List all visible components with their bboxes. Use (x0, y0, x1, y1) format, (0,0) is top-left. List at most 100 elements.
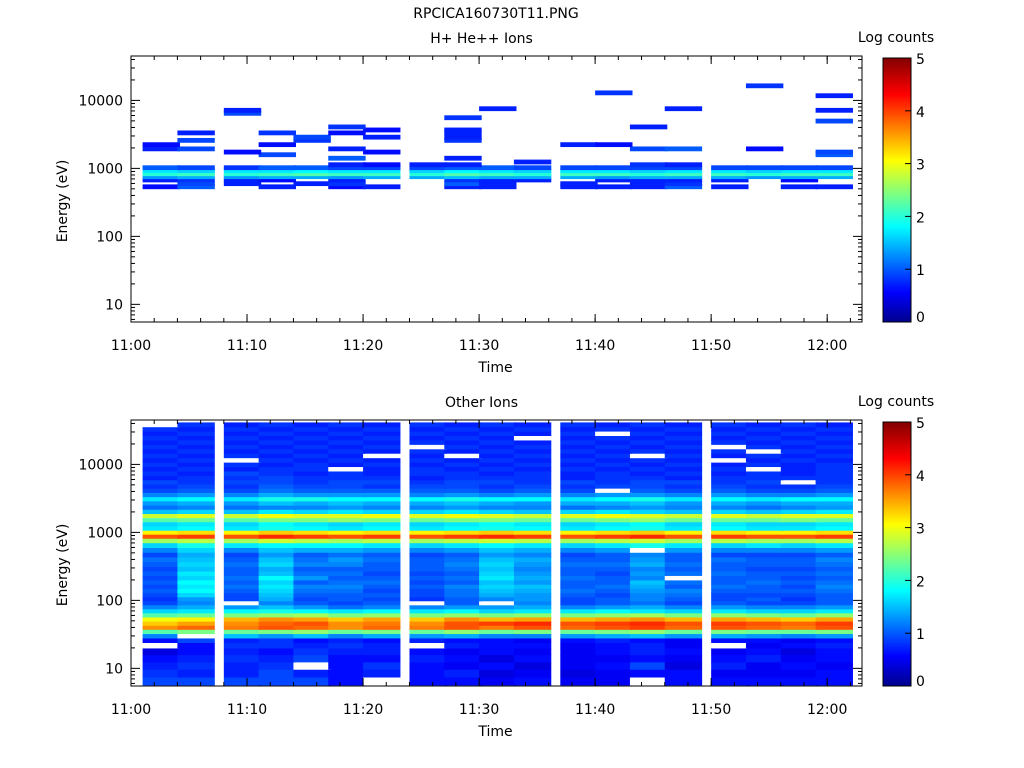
heatmap-cell (711, 184, 749, 190)
heatmap-cell (780, 501, 819, 506)
colorbar-step (883, 540, 911, 544)
heatmap-cell (293, 137, 331, 143)
heatmap-cell (664, 106, 703, 112)
heatmap-cell (409, 530, 447, 535)
colorbar-step (883, 121, 911, 125)
colorbar-step (883, 655, 911, 658)
heatmap-cell (142, 479, 180, 485)
heatmap-cell (780, 547, 819, 553)
colorbar-step (883, 143, 911, 147)
heatmap-cell (363, 534, 401, 539)
colorbar-step (883, 176, 911, 180)
heatmap-cell (293, 475, 331, 481)
heatmap-cell (223, 621, 262, 626)
colorbar-tick-label: 4 (916, 105, 925, 121)
heatmap-cell-empty (444, 453, 482, 459)
heatmap-cell (595, 492, 633, 498)
heatmap-cell (780, 621, 819, 626)
heatmap-cell (664, 492, 703, 498)
heatmap-cell-empty (328, 466, 366, 472)
heatmap-cell-empty (595, 488, 633, 493)
heatmap-cell (629, 171, 668, 177)
heatmap-cell (444, 501, 482, 506)
heatmap-cell (444, 661, 482, 670)
heatmap-cell (363, 579, 401, 585)
heatmap-cell (444, 440, 482, 445)
heatmap-cell (595, 479, 633, 485)
heatmap-cell (258, 526, 297, 531)
colorbar-step (883, 490, 911, 493)
heatmap-cell (780, 633, 819, 639)
heatmap-cell (815, 654, 853, 663)
heatmap-cell (479, 168, 517, 174)
colorbar-step (883, 198, 911, 202)
heatmap-cell (363, 654, 401, 663)
heatmap-cell (363, 466, 401, 472)
heatmap-cell (595, 557, 633, 563)
heatmap-cell (177, 165, 215, 171)
heatmap-cell (328, 475, 366, 481)
heatmap-cell-empty (363, 453, 401, 459)
heatmap-cell (479, 435, 517, 441)
heatmap-cell (177, 457, 215, 463)
heatmap-cell (780, 431, 819, 437)
heatmap-cell (711, 625, 749, 630)
heatmap-cell (560, 431, 598, 437)
heatmap-cell (595, 661, 633, 670)
heatmap-cell (142, 440, 180, 445)
heatmap-cell (711, 513, 749, 519)
heatmap-cell (780, 538, 819, 544)
heatmap-cell (293, 484, 331, 489)
heatmap-cell (223, 547, 262, 553)
colorbar-step (883, 132, 911, 136)
heatmap-cell (444, 608, 482, 614)
heatmap-cell (223, 107, 262, 113)
heatmap-cell (745, 475, 784, 481)
heatmap-cell (664, 648, 703, 656)
colorbar-step (883, 527, 911, 531)
heatmap-cell (815, 149, 853, 155)
heatmap-cell (363, 492, 401, 498)
heatmap-cell (745, 479, 784, 485)
heatmap-cell (293, 530, 331, 535)
heatmap-cell (479, 184, 517, 190)
colorbar-step (883, 549, 911, 553)
heatmap-cell (328, 496, 366, 502)
colorbar-tick-label: 3 (916, 158, 925, 174)
heatmap-cell (328, 453, 366, 459)
colorbar-step (883, 455, 911, 458)
heatmap-cell (223, 448, 262, 454)
heatmap-cell (142, 575, 180, 581)
heatmap-cell (223, 526, 262, 531)
heatmap-cell (780, 426, 819, 432)
colorbar-step (883, 450, 911, 454)
y-tick-label: 100 (96, 229, 123, 245)
heatmap-cell (409, 621, 447, 626)
colorbar-step (883, 681, 911, 685)
heatmap-cell-empty (223, 600, 262, 606)
heatmap-cell (780, 654, 819, 663)
heatmap-cell (745, 588, 784, 594)
colorbar-step (883, 174, 911, 178)
colorbar-step (883, 196, 911, 200)
heatmap-cell (409, 608, 447, 614)
colorbar-step (883, 642, 911, 645)
heatmap-cell (513, 165, 552, 171)
heatmap-cell (479, 654, 517, 663)
colorbar-step (883, 88, 911, 92)
heatmap-cell (513, 547, 552, 553)
heatmap-cell (560, 538, 598, 544)
heatmap-cell (293, 181, 331, 187)
heatmap-cell (258, 638, 297, 644)
heatmap-cell (293, 509, 331, 514)
heatmap-cell (409, 633, 447, 639)
heatmap-cell (711, 552, 749, 558)
heatmap-cell (409, 661, 447, 670)
colorbar-step (883, 670, 911, 674)
heatmap-cell (479, 488, 517, 493)
heatmap-cell (328, 526, 366, 531)
heatmap-cell (629, 575, 668, 581)
heatmap-cell (409, 492, 447, 498)
heatmap-cell (328, 448, 366, 454)
heatmap-cell (293, 648, 331, 656)
